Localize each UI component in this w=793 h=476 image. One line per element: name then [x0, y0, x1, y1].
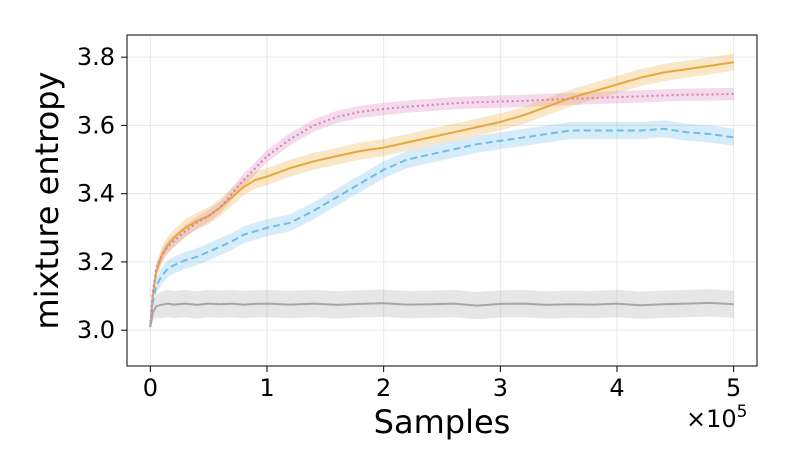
x-tick-label: 5	[726, 374, 741, 402]
x-axis-label: Samples	[374, 403, 511, 441]
confidence-bands	[150, 53, 734, 331]
y-tick-label: 3.4	[77, 180, 115, 208]
y-tick-label: 3.2	[77, 248, 115, 276]
x-axis-multiplier: ×105	[686, 402, 747, 433]
y-axis-label: mixture entropy	[28, 72, 66, 330]
series-line	[149, 301, 734, 327]
y-tick-label: 3.8	[77, 43, 115, 71]
series-line	[149, 93, 734, 327]
grid	[127, 35, 757, 366]
x-multiplier-base: ×10	[686, 405, 737, 433]
plot-frame	[126, 34, 758, 367]
x-multiplier-exponent: 5	[737, 402, 748, 422]
series-line	[149, 61, 734, 327]
x-tick-label: 0	[143, 374, 158, 402]
x-tick-label: 4	[609, 374, 624, 402]
y-tick-label: 3.0	[77, 316, 115, 344]
series-band	[150, 289, 734, 331]
y-tick-label: 3.6	[77, 111, 115, 139]
x-tick-label: 2	[376, 374, 391, 402]
series-band	[150, 120, 734, 329]
x-tick-label: 1	[259, 374, 274, 402]
axis-ticks: 0 1 2 3 4 5 3.0 3.2 3.4 3.6 3.8	[77, 43, 741, 402]
series-lines	[149, 61, 734, 327]
x-tick-label: 3	[493, 374, 508, 402]
